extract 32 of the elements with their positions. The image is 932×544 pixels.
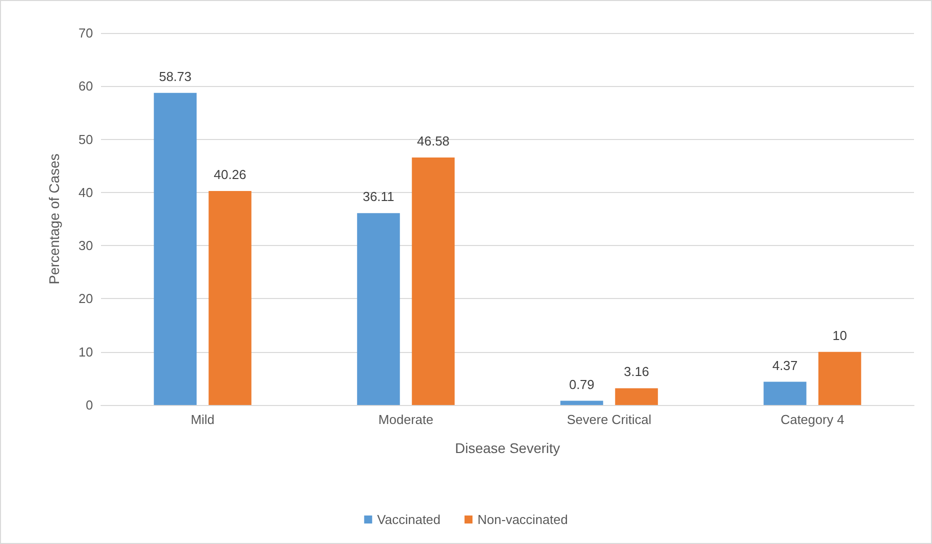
y-axis-title: Percentage of Cases <box>46 154 62 284</box>
data-label: 40.26 <box>214 167 246 182</box>
x-tick-label: Category 4 <box>780 412 844 427</box>
y-tick-label: 0 <box>86 398 93 412</box>
bar <box>615 388 658 405</box>
data-label: 58.73 <box>158 68 192 84</box>
y-tick-label: 70 <box>78 26 93 40</box>
bar <box>208 191 252 405</box>
y-tick-label: 30 <box>78 238 93 254</box>
bar <box>818 352 862 405</box>
data-label: 10 <box>832 328 847 343</box>
x-tick-label: Severe Critical <box>566 412 652 427</box>
x-tick-label: Mild <box>190 412 215 427</box>
legend-label: Non-vaccinated <box>478 512 568 527</box>
y-tick-label: 10 <box>78 344 93 360</box>
bar <box>560 400 604 405</box>
data-label: 0.79 <box>569 376 594 392</box>
data-label: 46.58 <box>416 133 450 148</box>
data-label: 4.37 <box>772 358 798 373</box>
y-tick-label: 20 <box>78 291 93 306</box>
bar <box>154 92 197 405</box>
y-tick-label: 40 <box>78 184 93 200</box>
bar <box>764 382 806 405</box>
data-label: 3.16 <box>624 364 650 380</box>
bar <box>412 157 455 405</box>
x-tick-label: Moderate <box>378 412 434 427</box>
y-tick-label: 60 <box>78 78 93 94</box>
data-label: 36.11 <box>362 189 394 204</box>
y-tick-label: 50 <box>78 132 93 147</box>
x-axis-title: Disease Severity <box>454 440 560 456</box>
legend-label: Vaccinated <box>377 512 441 527</box>
bar <box>357 213 400 405</box>
